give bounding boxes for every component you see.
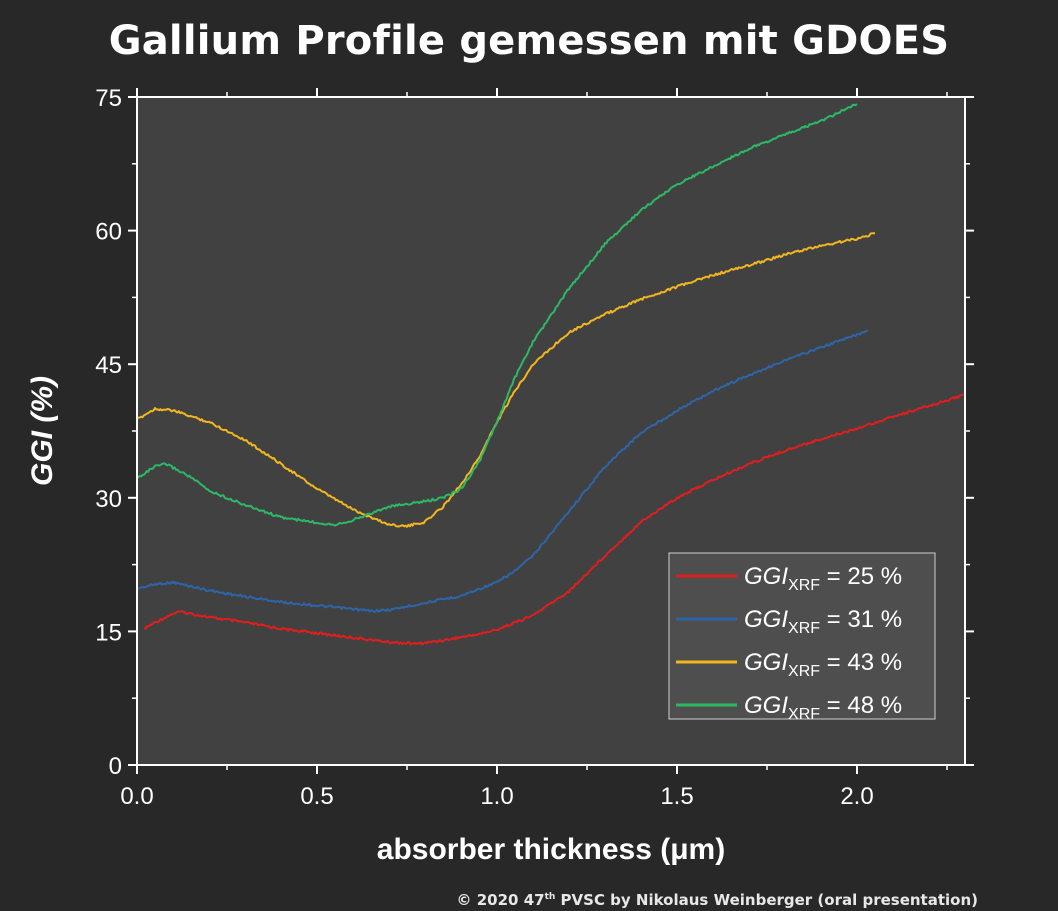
- footer-text-post: PVSC by Nikolaus Weinberger (oral presen…: [555, 891, 978, 909]
- legend-sub: XRF: [788, 706, 820, 723]
- series-layer: [136, 103, 966, 646]
- legend: GGIXRF = 25 %GGIXRF = 31 %GGIXRF = 43 %G…: [668, 552, 936, 723]
- legend-main: GGI: [744, 649, 788, 676]
- y-tick-label: 45: [95, 352, 122, 379]
- y-tick-label: 0: [109, 753, 122, 780]
- legend-value: = 43 %: [820, 649, 902, 676]
- legend-sub: XRF: [788, 663, 820, 680]
- legend-sub: XRF: [788, 577, 820, 594]
- legend-label-2: GGIXRF = 31 %: [744, 606, 902, 637]
- legend-main: GGI: [744, 606, 788, 633]
- legend-box: [668, 552, 936, 720]
- legend-label-4: GGIXRF = 48 %: [744, 692, 902, 723]
- y-tick-label: 15: [95, 619, 122, 646]
- series-line-4: [136, 103, 858, 527]
- footer-text-pre: © 2020 47: [456, 891, 545, 909]
- y-tick-label: 75: [95, 85, 122, 112]
- x-tick-label: 1.5: [660, 783, 693, 810]
- footer-text-sup: th: [544, 892, 556, 902]
- page-title: Gallium Profile gemessen mit GDOES: [108, 18, 950, 64]
- legend-main: GGI: [744, 563, 788, 590]
- copyright-footer: © 2020 47th PVSC by Nikolaus Weinberger …: [457, 891, 978, 909]
- y-tick-label: 60: [95, 219, 122, 246]
- x-axis-label: absorber thickness (μm): [377, 833, 725, 866]
- legend-value: = 25 %: [820, 563, 902, 590]
- x-tick-label: 1.0: [480, 783, 513, 810]
- x-tick-label: 0.0: [120, 783, 153, 810]
- series-line-3: [136, 232, 876, 528]
- y-tick-label: 30: [95, 486, 122, 513]
- series-line-2: [136, 329, 869, 613]
- x-tick-label: 0.5: [300, 783, 333, 810]
- legend-value: = 31 %: [820, 606, 902, 633]
- x-tick-label: 2.0: [840, 783, 873, 810]
- legend-label-3: GGIXRF = 43 %: [744, 649, 902, 680]
- legend-value: = 48 %: [820, 692, 902, 719]
- legend-label-1: GGIXRF = 25 %: [744, 563, 902, 594]
- legend-sub: XRF: [788, 620, 820, 637]
- legend-main: GGI: [744, 692, 788, 719]
- tick-layer: 0.0 0.5 1.0 1.5 2.0 0 15 30 45 60 75: [95, 85, 974, 810]
- series-line-1: [143, 392, 966, 646]
- y-axis-label: GGI (%): [26, 376, 59, 486]
